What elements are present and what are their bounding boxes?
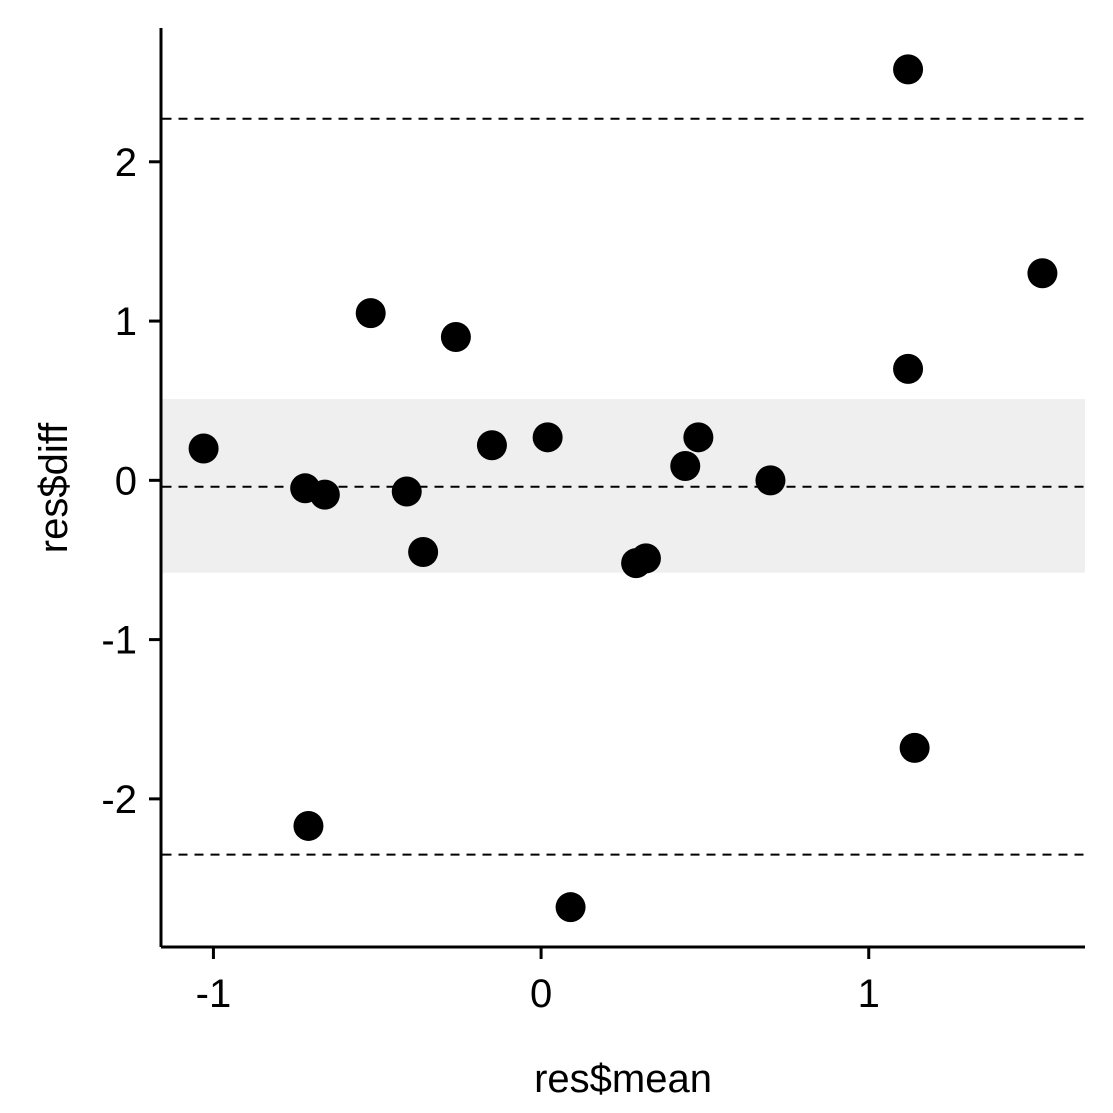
y-tick-label: -2 bbox=[101, 778, 137, 822]
data-point bbox=[670, 450, 701, 481]
data-point bbox=[391, 476, 422, 507]
y-tick-label: 2 bbox=[115, 141, 137, 185]
reference-lines-layer bbox=[162, 117, 1085, 856]
data-point bbox=[309, 479, 340, 510]
axes-layer bbox=[159, 28, 1085, 949]
data-point bbox=[899, 732, 930, 763]
x-tick-label: 1 bbox=[858, 972, 880, 1016]
data-point bbox=[476, 430, 507, 461]
x-tick-label: 0 bbox=[530, 972, 552, 1016]
data-point bbox=[440, 321, 471, 352]
data-point bbox=[755, 465, 786, 496]
data-point bbox=[293, 810, 324, 841]
data-point bbox=[630, 543, 661, 574]
y-tick-label: 1 bbox=[115, 300, 137, 344]
y-axis-title: res$diff bbox=[32, 422, 76, 553]
data-point bbox=[188, 433, 219, 464]
y-tick-label: -1 bbox=[101, 619, 137, 663]
x-tick-label: -1 bbox=[196, 972, 232, 1016]
data-point bbox=[555, 892, 586, 923]
x-axis-title: res$mean bbox=[534, 1057, 712, 1101]
data-point bbox=[532, 422, 563, 453]
data-point bbox=[355, 298, 386, 329]
ticks-layer: -1 0 1 -2 -1 0 1 2 bbox=[101, 141, 879, 1016]
data-point bbox=[683, 422, 714, 453]
points-layer bbox=[188, 54, 1058, 923]
y-tick-label: 0 bbox=[115, 459, 137, 503]
data-point bbox=[893, 353, 924, 384]
data-point bbox=[1027, 258, 1058, 289]
data-point bbox=[408, 537, 439, 568]
data-point bbox=[893, 54, 924, 85]
